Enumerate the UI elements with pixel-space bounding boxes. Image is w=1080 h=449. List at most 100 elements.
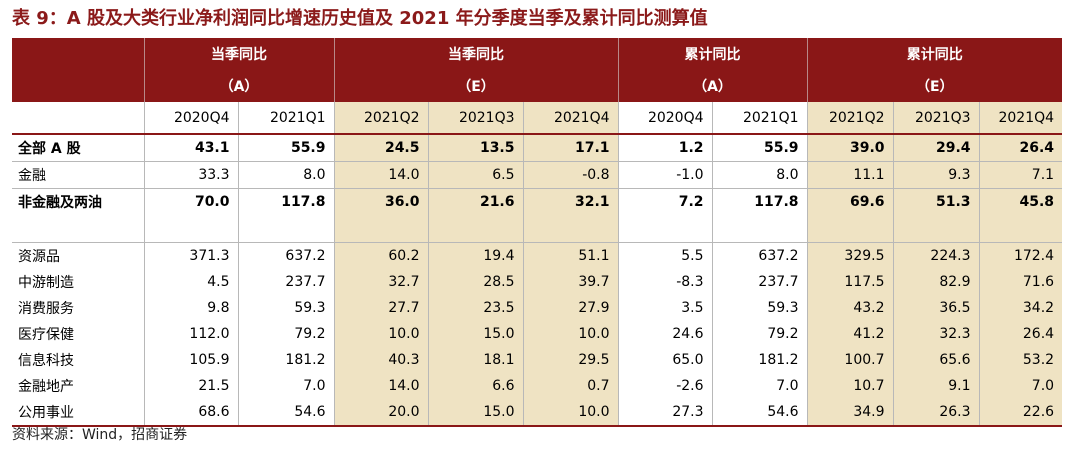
- cell-value: 10.0: [334, 321, 429, 347]
- cell-value: 34.9: [807, 399, 894, 427]
- source-note: 资料来源：Wind，招商证券: [12, 427, 188, 443]
- cell-value: 27.3: [618, 399, 713, 427]
- cell-value: 59.3: [238, 295, 335, 321]
- cell-value: 112.0: [144, 321, 239, 347]
- cell-value: 117.5: [807, 269, 894, 295]
- cell-value: 8.0: [238, 161, 335, 189]
- header-row-group: 当季同比 当季同比 累计同比 累计同比: [12, 38, 1063, 70]
- spacer-cell: [12, 215, 145, 243]
- quarter-header: 2020Q4: [618, 102, 713, 135]
- cell-value: 32.1: [523, 188, 619, 215]
- cell-value: 29.5: [523, 347, 619, 373]
- cell-value: 8.0: [712, 161, 808, 189]
- cell-value: 24.6: [618, 321, 713, 347]
- table-title: 表 9：A 股及大类行业净利润同比增速历史值及 2021 年分季度当季及累计同比…: [12, 8, 708, 29]
- cell-value: 0.7: [523, 373, 619, 399]
- cell-value: 100.7: [807, 347, 894, 373]
- header-row-type: （A） （E） （A） （E）: [12, 70, 1063, 102]
- cell-value: 39.0: [807, 134, 894, 162]
- quarter-header: 2021Q1: [238, 102, 335, 135]
- cell-value: 19.4: [428, 242, 524, 269]
- table-row: 公用事业 68.6 54.6 20.0 15.0 10.0 27.3 54.6 34.9 26.3…: [12, 399, 1063, 427]
- cell-value: 21.6: [428, 188, 524, 215]
- cell-value: 117.8: [238, 188, 335, 215]
- cell-value: 68.6: [144, 399, 239, 427]
- cell-value: 21.5: [144, 373, 239, 399]
- cell-value: 32.7: [334, 269, 429, 295]
- row-label: 信息科技: [12, 347, 145, 373]
- cell-value: 20.0: [334, 399, 429, 427]
- cell-value: 54.6: [238, 399, 335, 427]
- spacer-cell: [238, 215, 335, 243]
- row-label: 医疗保健: [12, 321, 145, 347]
- cell-value: 7.0: [238, 373, 335, 399]
- cell-value: -2.6: [618, 373, 713, 399]
- table-row: 非金融及两油 70.0 117.8 36.0 21.6 32.1 7.2 117.8 69.6 5…: [12, 188, 1063, 215]
- cell-value: 181.2: [712, 347, 808, 373]
- header-corner-2: [12, 70, 145, 102]
- group-type-3: （A）: [618, 70, 808, 102]
- table-row: 全部 A 股 43.1 55.9 24.5 13.5 17.1 1.2 55.9 39.0 29.…: [12, 134, 1063, 162]
- cell-value: 6.6: [428, 373, 524, 399]
- cell-value: 53.2: [979, 347, 1063, 373]
- row-label: 非金融及两油: [12, 188, 145, 215]
- cell-value: -0.8: [523, 161, 619, 189]
- cell-value: -8.3: [618, 269, 713, 295]
- quarter-header: 2021Q4: [523, 102, 619, 135]
- cell-value: 60.2: [334, 242, 429, 269]
- cell-value: 70.0: [144, 188, 239, 215]
- quarter-header: 2021Q1: [712, 102, 808, 135]
- table-row: 消费服务 9.8 59.3 27.7 23.5 27.9 3.5 59.3 43.2 36.5 34…: [12, 295, 1063, 321]
- cell-value: 172.4: [979, 242, 1063, 269]
- cell-value: 637.2: [712, 242, 808, 269]
- cell-value: 4.5: [144, 269, 239, 295]
- cell-value: 54.6: [712, 399, 808, 427]
- cell-value: 40.3: [334, 347, 429, 373]
- group-type-2: （E）: [334, 70, 619, 102]
- spacer-cell: [979, 215, 1063, 243]
- cell-value: 79.2: [238, 321, 335, 347]
- cell-value: 32.3: [893, 321, 980, 347]
- table-row: 资源品 371.3 637.2 60.2 19.4 51.1 5.5 637.2 329.5 22…: [12, 242, 1063, 269]
- row-label: 公用事业: [12, 399, 145, 427]
- cell-value: 10.7: [807, 373, 894, 399]
- spacer-cell: [334, 215, 429, 243]
- spacer-cell: [523, 215, 619, 243]
- table-row: 中游制造 4.5 237.7 32.7 28.5 39.7 -8.3 237.7 117.5 82…: [12, 269, 1063, 295]
- cell-value: 7.1: [979, 161, 1063, 189]
- cell-value: 15.0: [428, 321, 524, 347]
- cell-value: 27.9: [523, 295, 619, 321]
- cell-value: 22.6: [979, 399, 1063, 427]
- cell-value: 1.2: [618, 134, 713, 162]
- cell-value: 17.1: [523, 134, 619, 162]
- spacer-cell: [144, 215, 239, 243]
- cell-value: 9.8: [144, 295, 239, 321]
- cell-value: 65.0: [618, 347, 713, 373]
- cell-value: 181.2: [238, 347, 335, 373]
- group-header-1: 当季同比: [144, 38, 335, 70]
- cell-value: 43.2: [807, 295, 894, 321]
- spacer-cell: [893, 215, 980, 243]
- cell-value: 29.4: [893, 134, 980, 162]
- cell-value: 51.3: [893, 188, 980, 215]
- row-label: 金融: [12, 161, 145, 189]
- cell-value: 24.5: [334, 134, 429, 162]
- header-corner: [12, 38, 145, 70]
- quarter-header: 2021Q2: [334, 102, 429, 135]
- cell-value: 36.5: [893, 295, 980, 321]
- group-header-2: 当季同比: [334, 38, 619, 70]
- quarter-header: 2021Q3: [428, 102, 524, 135]
- cell-value: 9.3: [893, 161, 980, 189]
- cell-value: 117.8: [712, 188, 808, 215]
- spacer-cell: [712, 215, 808, 243]
- row-label: 消费服务: [12, 295, 145, 321]
- table-row: 金融地产 21.5 7.0 14.0 6.6 0.7 -2.6 7.0 10.7 9.1 7.0: [12, 373, 1063, 399]
- cell-value: 45.8: [979, 188, 1063, 215]
- growth-table: 当季同比 当季同比 累计同比 累计同比 （A） （E） （A） （E） 2020…: [12, 38, 1063, 427]
- cell-value: 7.0: [712, 373, 808, 399]
- cell-value: 14.0: [334, 161, 429, 189]
- group-header-3: 累计同比: [618, 38, 808, 70]
- row-label: 金融地产: [12, 373, 145, 399]
- cell-value: 237.7: [238, 269, 335, 295]
- cell-value: 51.1: [523, 242, 619, 269]
